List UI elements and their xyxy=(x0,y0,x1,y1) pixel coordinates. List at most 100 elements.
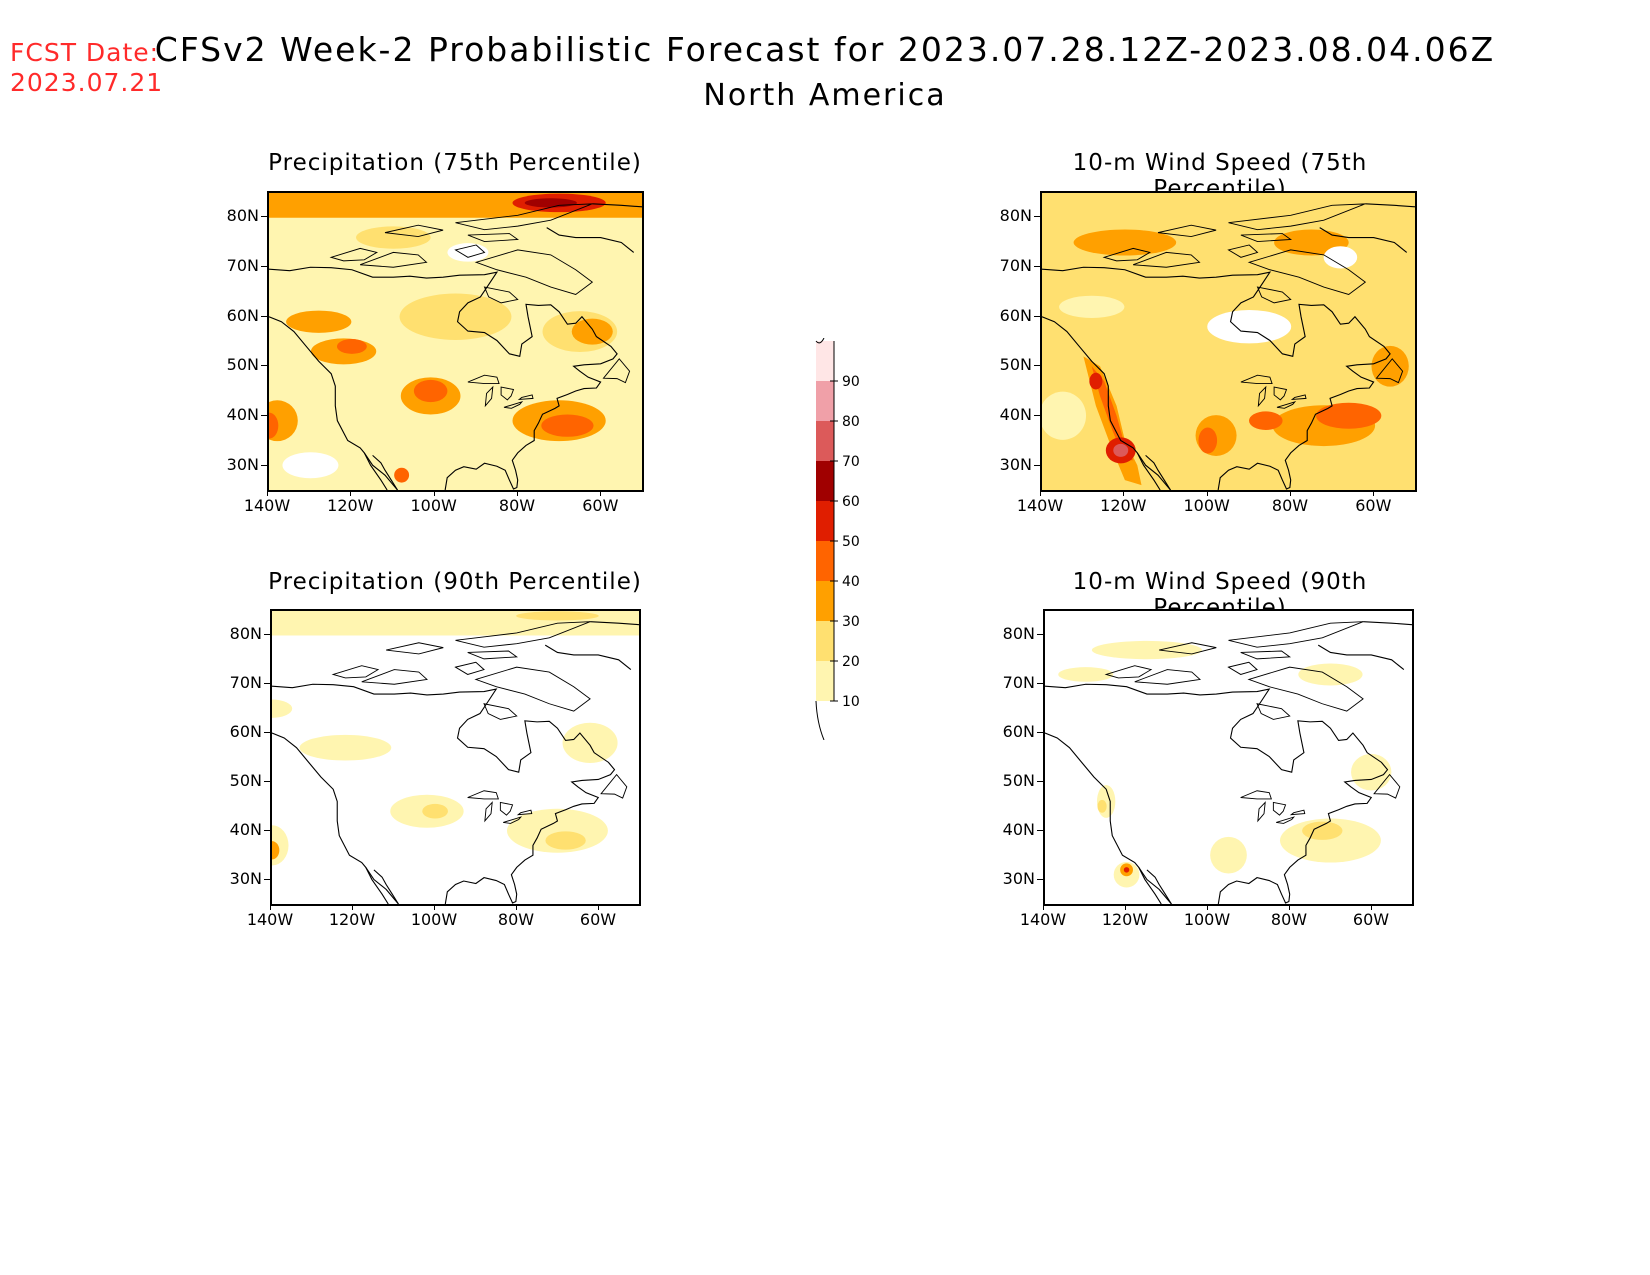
lake-erie xyxy=(1276,401,1297,409)
lat-tick-label: 70N xyxy=(1002,672,1035,692)
island-parry xyxy=(1159,642,1217,655)
lon-tick-mark xyxy=(433,490,435,496)
colorbar-label: 80 xyxy=(842,414,860,430)
lat-tick-label: 50N xyxy=(226,355,259,375)
lat-tick-label: 30N xyxy=(1002,869,1035,889)
island-devon xyxy=(1240,233,1293,243)
lon-tick-mark xyxy=(1371,904,1372,910)
coastline-greenland xyxy=(1363,621,1412,626)
lon-tick-mark xyxy=(1207,904,1208,910)
island-victoria xyxy=(1133,251,1201,268)
coastline-greenland-west xyxy=(546,227,635,253)
lon-tick-mark xyxy=(267,490,268,496)
lake-huron xyxy=(500,386,515,401)
coastline-east-arctic xyxy=(272,683,616,904)
lon-tick-mark xyxy=(1125,904,1126,910)
axes-wind75: 80N 70N 60N 50N 40N 30N 140W 120W 100W 80W 60W xyxy=(1000,191,1415,515)
coastline-baja xyxy=(1138,867,1162,904)
island-baffin xyxy=(1247,666,1364,712)
island-newfoundland xyxy=(1375,358,1404,384)
field-white-gap xyxy=(1207,309,1292,344)
axes-precip75: 80N 70N 60N 50N 40N 30N 140W 120W 100W 80W 60W xyxy=(227,191,642,515)
field-patch xyxy=(413,379,448,403)
island-baffin xyxy=(1247,249,1367,295)
lake-superior xyxy=(467,374,500,385)
island-ellesmere xyxy=(455,203,593,231)
island-ellesmere xyxy=(455,621,591,648)
forecast-date-block: FCST Date: 2023.07.21 xyxy=(10,38,163,98)
lat-tick-label: 40N xyxy=(1002,820,1035,840)
colorbar-swatch xyxy=(816,661,834,701)
lon-tick-label: 120W xyxy=(327,496,374,515)
colorbar-swatch xyxy=(816,461,834,501)
lat-tick-mark xyxy=(1034,365,1040,367)
island-southampton xyxy=(1256,703,1291,720)
field-patch xyxy=(422,803,448,819)
island-banks xyxy=(1102,247,1152,262)
lat-tick-mark xyxy=(261,215,267,217)
island-ellesmere xyxy=(1228,203,1366,231)
forecast-date-label: FCST Date: xyxy=(10,38,160,67)
lake-ontario xyxy=(1289,809,1306,816)
field-peak xyxy=(1123,867,1130,873)
lake-ontario xyxy=(1290,394,1307,400)
lon-tick-label: 140W xyxy=(1019,910,1067,929)
lon-tick-mark xyxy=(1290,490,1291,496)
island-newfoundland xyxy=(602,358,631,384)
lat-tick-label: 40N xyxy=(226,405,259,425)
island-southampton xyxy=(483,703,518,720)
lake-huron xyxy=(499,801,514,816)
lat-tick-label: 80N xyxy=(999,205,1032,225)
lat-tick-label: 80N xyxy=(229,623,262,643)
colorbar-label: 10 xyxy=(842,694,860,710)
lat-tick-mark xyxy=(1034,265,1040,267)
lat-tick-mark xyxy=(1037,781,1043,783)
lat-tick-mark xyxy=(1037,682,1043,684)
coastline-gulf-california xyxy=(1145,454,1171,490)
island-parry xyxy=(1157,224,1217,238)
field-west-coast-core xyxy=(1091,366,1134,461)
map-precip75 xyxy=(267,191,644,492)
lon-tick-label: 60W xyxy=(1355,496,1392,515)
field-patch xyxy=(1059,295,1125,318)
lat-tick-label: 80N xyxy=(226,205,259,225)
island-victoria xyxy=(1134,669,1201,685)
coastline-gulf-california xyxy=(372,454,398,490)
field-white-gap xyxy=(1323,246,1358,269)
field-patch xyxy=(1091,640,1202,660)
field-patch xyxy=(272,841,280,860)
lake-michigan xyxy=(484,801,493,823)
coastline-baja xyxy=(365,867,389,904)
lon-tick-label: 100W xyxy=(1183,496,1230,515)
island-baffin xyxy=(474,249,594,295)
island-devon xyxy=(467,233,520,243)
lon-tick-label: 100W xyxy=(410,496,457,515)
lon-tick-mark xyxy=(598,904,599,910)
island-ellesmere xyxy=(1228,621,1364,648)
island-victoria xyxy=(360,251,428,268)
field-patch xyxy=(1210,836,1247,874)
lon-tick-mark xyxy=(1043,904,1044,910)
colorbar-label: 20 xyxy=(842,654,860,670)
lat-tick-label: 50N xyxy=(999,355,1032,375)
lat-tick-mark xyxy=(1037,830,1043,832)
lon-tick-label: 120W xyxy=(1101,910,1149,929)
island-somerset xyxy=(1227,244,1259,258)
island-somerset xyxy=(1227,661,1258,675)
colorbar-swatch xyxy=(816,381,834,421)
lat-tick-mark xyxy=(261,365,267,367)
island-southampton xyxy=(483,286,519,304)
lat-tick-label: 30N xyxy=(226,455,259,475)
lon-tick-label: 80W xyxy=(498,496,536,515)
field-patch xyxy=(1298,663,1363,686)
coastline-greenland xyxy=(590,621,639,626)
page-subtitle: North America xyxy=(703,78,947,113)
island-banks xyxy=(329,247,379,262)
lat-tick-mark xyxy=(264,781,270,783)
field-patch xyxy=(1058,667,1114,682)
colorbar-swatch xyxy=(816,581,834,621)
lake-huron xyxy=(1273,386,1288,401)
lat-tick-label: 50N xyxy=(1002,771,1035,791)
field-west-max xyxy=(1089,372,1103,390)
field-patch xyxy=(299,734,392,761)
